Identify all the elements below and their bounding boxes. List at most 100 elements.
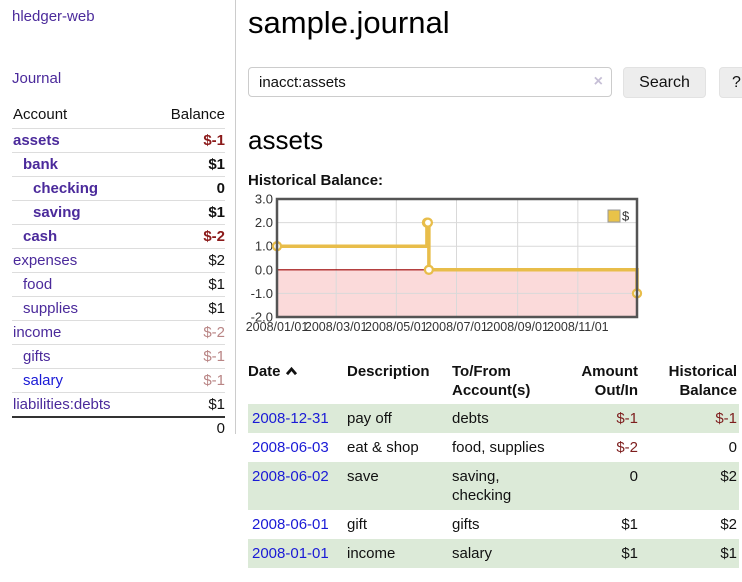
account-link-supplies[interactable]: supplies	[23, 300, 79, 317]
account-balance: $1	[148, 200, 225, 225]
transaction-description: gift	[347, 516, 368, 533]
svg-text:1.0: 1.0	[255, 239, 273, 254]
account-link-liabilities-debts[interactable]: liabilities:debts	[13, 396, 111, 413]
transaction-amount: $-1	[562, 404, 646, 433]
transaction-balance: 0	[728, 439, 737, 456]
transaction-row: 2008-06-02 save saving, checking 0 $2	[248, 462, 739, 510]
accounts-table-header-balance: Balance	[148, 103, 225, 129]
transaction-amount: $-2	[616, 439, 638, 456]
account-balance: $1	[148, 272, 225, 297]
transaction-balance: $2	[720, 516, 737, 533]
page-title: sample.journal	[248, 5, 450, 40]
transaction-accounts: salary	[452, 539, 562, 568]
main-content: sample.journal × Search ? assets Histori…	[236, 0, 742, 568]
register-header-date[interactable]: Date	[248, 360, 347, 404]
account-link-salary[interactable]: salary	[23, 372, 64, 389]
transaction-row: 2008-06-03 eat & shop food, supplies $-2 0	[248, 433, 739, 462]
search-button[interactable]: Search	[623, 67, 706, 98]
svg-text:-2.0: -2.0	[251, 310, 273, 325]
chart-canvas: 3.0 2.0 1.0 0.0 -1.0 -2.02008/01/012008/03/01…	[246, 192, 643, 334]
transaction-date-link[interactable]: 2008-01-01	[252, 545, 329, 562]
transaction-accounts: gifts	[452, 516, 480, 533]
transaction-amount: $1	[562, 539, 646, 568]
account-link-gifts[interactable]: gifts	[23, 348, 51, 365]
account-balance: $1	[148, 296, 225, 321]
account-row: expenses $2	[12, 248, 225, 273]
register-table: Date Description To/From Account(s) Amount Ou…	[248, 360, 739, 568]
account-row: food $1	[12, 272, 225, 297]
brand-link[interactable]: hledger-web	[12, 8, 95, 25]
sidebar: hledger-web Journal Account Balance asse…	[0, 0, 236, 440]
account-balance: 0	[148, 176, 225, 201]
transaction-row: 2008-01-01 income salary $1 $1	[248, 539, 739, 568]
chart-title: Historical Balance:	[248, 172, 384, 189]
transaction-accounts: food, supplies	[452, 439, 545, 456]
transaction-balance: $1	[646, 539, 739, 568]
account-link-cash[interactable]: cash	[23, 228, 58, 245]
transaction-date-link[interactable]: 2008-06-02	[252, 468, 329, 485]
svg-text:2008/09/01: 2008/09/01	[486, 320, 549, 334]
transaction-date-link[interactable]: 2008-06-01	[252, 516, 329, 533]
account-heading: assets	[248, 125, 324, 155]
account-row: salary $-1	[12, 368, 225, 393]
account-balance: $-1	[148, 128, 225, 153]
svg-text:-1.0: -1.0	[251, 286, 273, 301]
svg-text:3.0: 3.0	[255, 192, 273, 207]
transaction-accounts: debts	[452, 404, 562, 433]
account-row: assets $-1	[12, 128, 225, 153]
accounts-total-row: 0	[12, 416, 225, 440]
svg-text:2008/03/01: 2008/03/01	[305, 320, 368, 334]
svg-text:2008/11/01: 2008/11/01	[547, 320, 609, 334]
account-row: gifts $-1	[12, 344, 225, 369]
account-balance: $-1	[148, 344, 225, 369]
account-row: saving $1	[12, 200, 225, 225]
account-balance: $1	[148, 392, 225, 418]
account-balance: $-2	[148, 224, 225, 249]
svg-text:2008/01/01: 2008/01/01	[246, 320, 309, 334]
transaction-date-link[interactable]: 2008-06-03	[252, 439, 329, 456]
account-row: checking 0	[12, 176, 225, 201]
accounts-table-header-account: Account	[12, 103, 149, 129]
transaction-row: 2008-06-01 gift gifts $1 $2	[248, 510, 739, 539]
transaction-accounts: saving, checking	[452, 462, 562, 510]
svg-text:0.0: 0.0	[255, 262, 273, 277]
sort-ascending-icon	[285, 362, 298, 381]
svg-text:2008/05/01: 2008/05/01	[365, 320, 428, 334]
svg-text:2.0: 2.0	[255, 215, 273, 230]
account-balance: $-1	[148, 368, 225, 393]
register-header-amount: Amount Out/In	[581, 363, 638, 399]
transaction-description: save	[347, 462, 452, 510]
account-balance: $2	[148, 248, 225, 273]
account-row: cash $-2	[12, 224, 225, 249]
search-form: × Search ?	[248, 67, 742, 98]
transaction-row: 2008-12-31 pay off debts $-1 $-1	[248, 404, 739, 433]
account-link-checking[interactable]: checking	[33, 180, 99, 197]
transaction-balance: $2	[646, 462, 739, 510]
transaction-description: eat & shop	[347, 439, 419, 456]
clear-search-icon[interactable]: ×	[593, 73, 603, 90]
search-input[interactable]	[248, 67, 612, 97]
transaction-amount: $1	[621, 516, 638, 533]
transaction-amount: 0	[562, 462, 646, 510]
account-row: supplies $1	[12, 296, 225, 321]
account-link-bank[interactable]: bank	[23, 156, 59, 173]
account-link-food[interactable]: food	[23, 276, 53, 293]
transaction-balance: $-1	[646, 404, 739, 433]
account-link-income[interactable]: income	[13, 324, 62, 341]
accounts-total-balance: 0	[148, 416, 225, 440]
register-header-tofrom: To/From Account(s)	[452, 363, 531, 399]
transaction-date-link[interactable]: 2008-12-31	[252, 410, 329, 427]
account-row: income $-2	[12, 320, 225, 345]
transaction-description: income	[347, 539, 452, 568]
transaction-description: pay off	[347, 404, 452, 433]
accounts-table: Account Balance assets $-1 bank $1 checking 0…	[12, 103, 225, 440]
account-link-saving[interactable]: saving	[33, 204, 81, 221]
sidebar-item-journal[interactable]: Journal	[12, 70, 62, 87]
account-balance: $1	[148, 152, 225, 177]
account-link-assets[interactable]: assets	[13, 132, 60, 149]
register-header-historical: Historical Balance	[668, 363, 737, 399]
account-row: liabilities:debts $1	[12, 392, 225, 418]
account-link-expenses[interactable]: expenses	[13, 252, 78, 269]
help-button[interactable]: ?	[719, 67, 742, 98]
